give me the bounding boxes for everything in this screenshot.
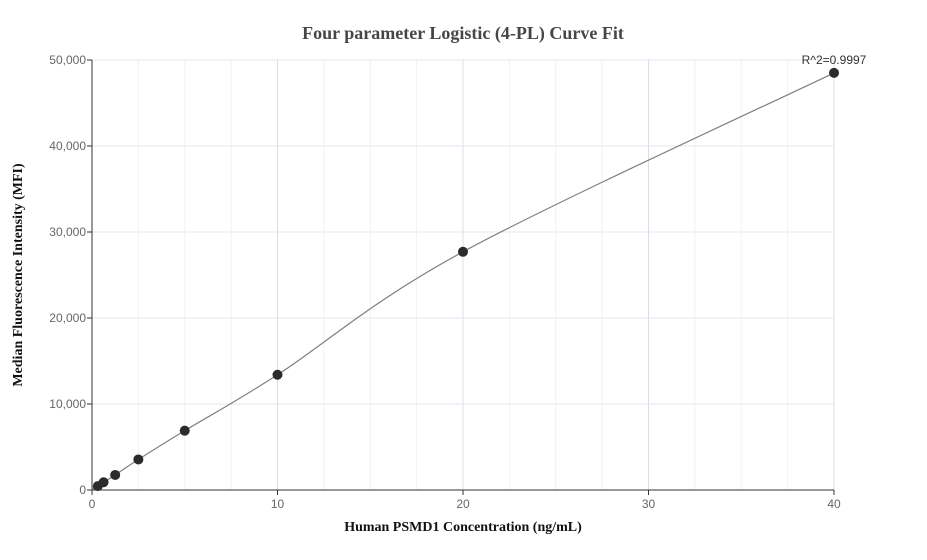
data-point [458,246,468,257]
data-point [98,477,109,488]
x-tick-label: 40 [827,497,841,511]
x-tick-label: 0 [89,497,96,511]
x-axis-label: Human PSMD1 Concentration (ng/mL) [344,520,582,535]
y-tick-label: 20,000 [49,311,86,325]
data-point [272,369,283,380]
r-squared-annotation: R^2=0.9997 [802,53,867,67]
y-tick-label: 10,000 [49,397,86,411]
grid [91,59,835,491]
y-tick-label: 0 [79,483,86,497]
data-point [110,469,121,480]
y-tick-label: 30,000 [49,225,86,239]
tick-labels: 0 10 20 30 40 0 10,000 20,000 30,000 40,000 50,000 [49,53,841,511]
x-tick-label: 10 [271,497,285,511]
chart-title: Four parameter Logistic (4-PL) Curve Fit [302,23,624,44]
y-tick-label: 40,000 [49,139,86,153]
axes [87,59,835,495]
y-axis-label: Median Fluorescence Intensity (MFI) [11,163,26,387]
data-point [133,454,144,465]
y-tick-label: 50,000 [49,53,86,67]
x-tick-label: 20 [456,497,470,511]
x-tick-label: 30 [642,497,656,511]
data-points [92,67,839,492]
data-point [179,425,190,436]
data-point [829,67,839,78]
